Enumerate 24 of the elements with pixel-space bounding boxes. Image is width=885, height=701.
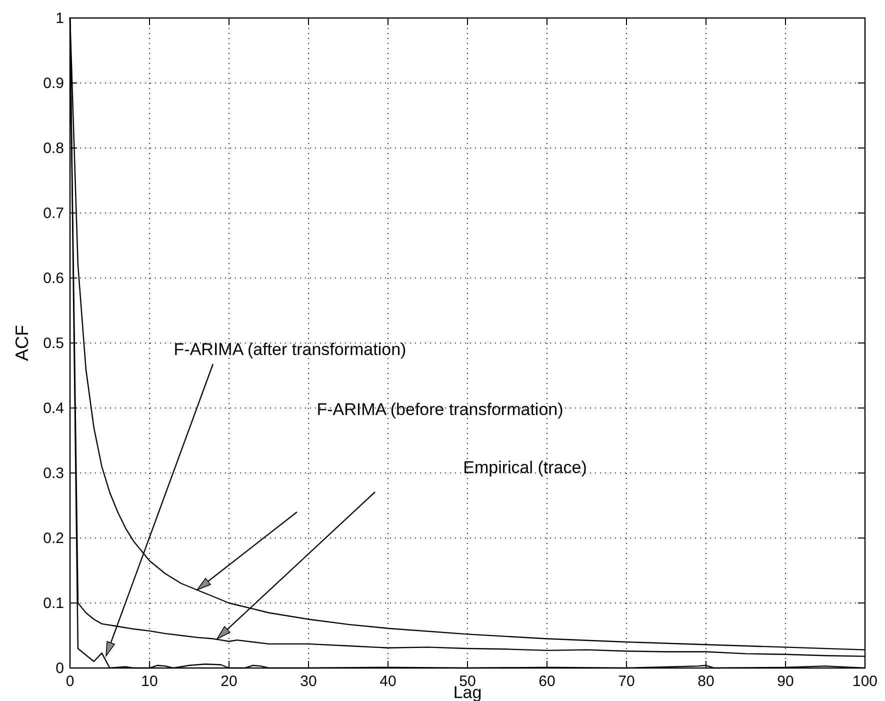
- y-tick-label: 0.5: [43, 335, 64, 352]
- y-tick-label: 0.1: [43, 595, 64, 612]
- annotation: F-ARIMA (after transformation): [174, 340, 406, 359]
- x-tick-label: 40: [380, 673, 396, 690]
- x-tick-label: 80: [698, 673, 714, 690]
- y-tick-label: 0.2: [43, 530, 64, 547]
- annotation: F-ARIMA (before transformation): [316, 400, 564, 419]
- y-tick-label: 0.4: [43, 400, 64, 417]
- y-tick-label: 0.8: [43, 140, 64, 157]
- x-tick-label: 60: [538, 673, 556, 690]
- y-tick-label: 0.9: [43, 75, 64, 92]
- y-tick-label: 0.3: [43, 465, 64, 482]
- x-tick-label: 30: [300, 673, 317, 690]
- x-tick-label: 90: [777, 673, 794, 690]
- y-axis-title: ACF: [12, 324, 32, 361]
- y-tick-label: 1: [56, 10, 64, 27]
- y-tick-label: 0.6: [43, 270, 64, 287]
- y-tick-label: 0.7: [43, 205, 64, 222]
- x-tick-label: 70: [618, 673, 635, 690]
- x-tick-label: 100: [852, 673, 878, 690]
- annotation: Empirical (trace): [463, 458, 587, 477]
- y-tick-label: 0: [56, 660, 64, 677]
- x-tick-label: 20: [220, 673, 238, 690]
- x-tick-label: 10: [141, 673, 158, 690]
